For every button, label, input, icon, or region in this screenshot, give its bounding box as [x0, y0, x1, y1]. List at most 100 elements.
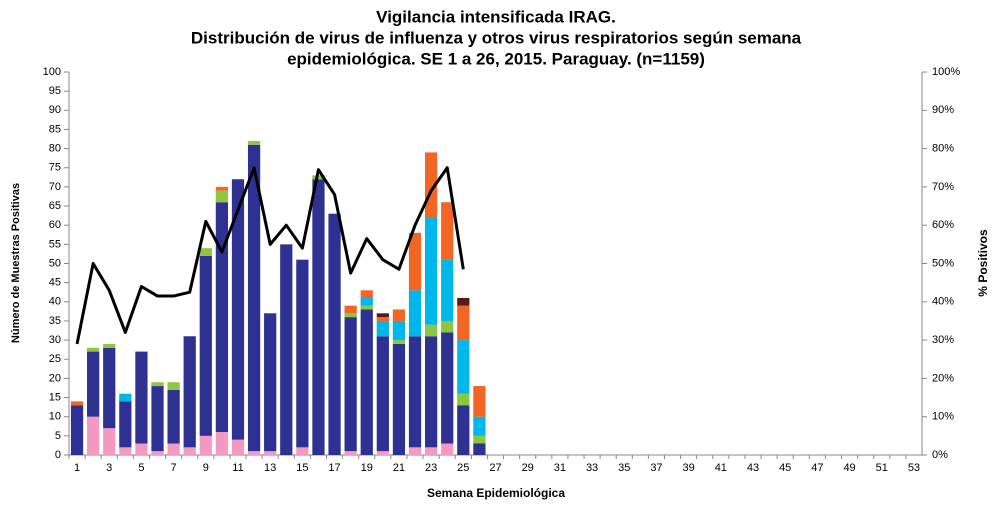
bar-segment	[87, 351, 100, 417]
x-tick-label: 19	[361, 462, 373, 474]
bar-segment	[425, 217, 438, 325]
x-tick-label: 53	[908, 462, 920, 474]
x-tick-label: 37	[650, 462, 662, 474]
y-tick-label: 10	[49, 411, 61, 423]
bar-segment	[392, 340, 406, 344]
bar-segment	[376, 451, 389, 455]
bar-segment	[473, 386, 486, 417]
chart-title: Vigilancia intensificada IRAG.	[376, 7, 616, 26]
bar-segment	[457, 297, 470, 306]
bar-segment	[215, 202, 229, 433]
bar-segment	[183, 447, 196, 455]
x-tick-label: 39	[683, 462, 695, 474]
y2-tick-label: 20%	[932, 372, 954, 384]
y-tick-label: 40	[49, 296, 61, 308]
bar-segment	[441, 443, 454, 455]
bar-segment	[119, 401, 132, 448]
x-tick-label: 43	[747, 462, 759, 474]
bar-segment	[425, 324, 438, 337]
bar-segment	[103, 343, 116, 348]
bar-segment	[151, 382, 164, 387]
bar-segment	[167, 389, 180, 444]
bar-segment	[473, 435, 486, 444]
bar-segment	[392, 320, 406, 341]
x-tick-label: 9	[203, 462, 209, 474]
bar-segment	[441, 259, 454, 321]
y-tick-label: 60	[49, 219, 61, 231]
bar-segment	[247, 140, 261, 145]
bar-segment	[151, 451, 164, 455]
y-tick-label: 55	[49, 238, 61, 250]
y2-tick-label: 40%	[932, 296, 954, 308]
x-tick-label: 35	[618, 462, 630, 474]
y2-tick-label: 50%	[932, 257, 954, 269]
x-tick-label: 27	[489, 462, 501, 474]
y-tick-label: 75	[49, 162, 61, 174]
bar-segment	[473, 443, 486, 455]
x-tick-label: 51	[876, 462, 888, 474]
y-tick-label: 30	[49, 334, 61, 346]
x-tick-label: 29	[522, 462, 534, 474]
bar-segment	[408, 336, 422, 448]
y2-tick-label: 60%	[932, 219, 954, 231]
y2-tick-label: 80%	[932, 143, 954, 155]
y2-axis-label: % Positivos	[976, 229, 990, 297]
bar-segment	[441, 332, 454, 444]
bar-segment	[167, 443, 180, 455]
bar-segment	[199, 248, 212, 256]
y-tick-label: 20	[49, 372, 61, 384]
bar-segment	[441, 320, 454, 333]
y-tick-label: 25	[49, 353, 61, 365]
bar-segment	[425, 152, 438, 218]
y-tick-label: 100	[43, 66, 61, 78]
y2-tick-label: 70%	[932, 181, 954, 193]
bar-segment	[70, 401, 84, 406]
bar-segment	[344, 451, 357, 455]
bar-segment	[360, 290, 373, 298]
bar-segment	[344, 317, 357, 452]
x-tick-label: 25	[457, 462, 469, 474]
chart-title: epidemiológica. SE 1 a 26, 2015. Paragua…	[287, 49, 705, 68]
bar-segment	[441, 202, 454, 260]
y-tick-label: 45	[49, 277, 61, 289]
bar-segment	[215, 190, 229, 203]
y-tick-label: 15	[49, 391, 61, 403]
x-axis-label: Semana Epidemiológica	[427, 486, 565, 500]
bar-segment	[328, 213, 341, 455]
bar-segment	[312, 179, 325, 456]
y-tick-label: 80	[49, 143, 61, 155]
y2-tick-label: 90%	[932, 104, 954, 116]
bar-segment	[199, 255, 212, 436]
bar-segment	[457, 405, 470, 455]
bar-segment	[215, 186, 229, 191]
bar-segment	[344, 313, 357, 318]
bar-segment	[215, 432, 229, 455]
y-tick-label: 0	[55, 449, 61, 461]
y-axis-label: Número de Muestras Positivas	[10, 183, 22, 343]
x-tick-label: 11	[232, 462, 243, 474]
y-tick-label: 50	[49, 257, 61, 269]
bar-segment	[425, 336, 438, 448]
bar-segment	[312, 175, 325, 180]
bar-segment	[70, 405, 84, 455]
y-tick-label: 5	[55, 430, 61, 442]
x-tick-label: 15	[296, 462, 308, 474]
bar-segment	[360, 305, 373, 310]
x-tick-label: 7	[171, 462, 177, 474]
bar-segment	[296, 259, 309, 448]
bar-segment	[376, 320, 389, 337]
bar-segment	[199, 435, 212, 455]
y2-tick-label: 100%	[932, 66, 960, 78]
bar-segment	[103, 347, 116, 429]
y-tick-label: 95	[49, 85, 61, 97]
bar-segment	[247, 451, 261, 455]
y2-tick-label: 30%	[932, 334, 954, 346]
bar-segment	[473, 416, 486, 436]
y-tick-label: 65	[49, 200, 61, 212]
chart-title: Distribución de virus de influenza y otr…	[191, 28, 802, 47]
x-tick-label: 49	[843, 462, 855, 474]
bar-segment	[87, 416, 100, 455]
bar-segment	[457, 305, 470, 341]
bar-segment	[425, 447, 438, 455]
x-tick-label: 21	[393, 462, 405, 474]
